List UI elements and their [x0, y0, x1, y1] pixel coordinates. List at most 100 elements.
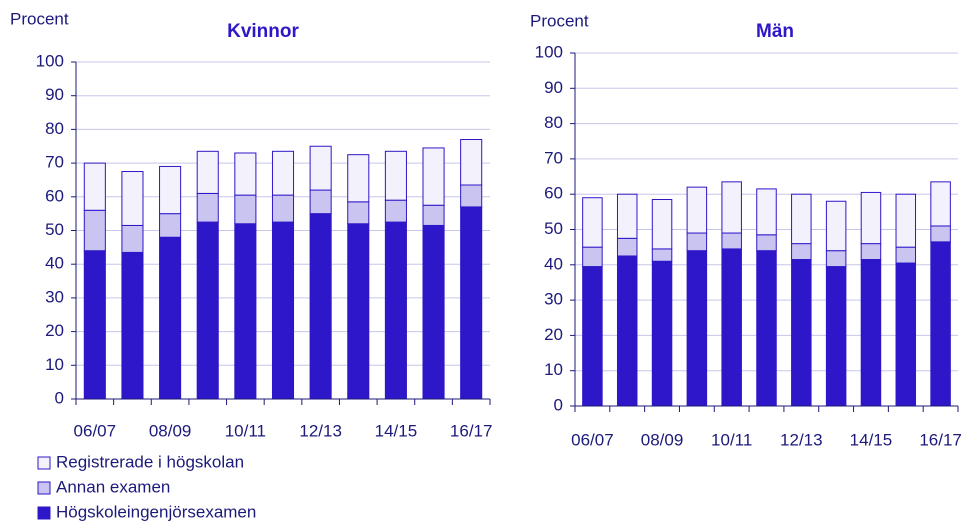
chart-title: Män: [756, 21, 794, 42]
bar-segment: [121, 224, 144, 253]
legend-label: Annan examen: [56, 477, 170, 496]
bar-segment: [309, 145, 332, 191]
bar-segment: [651, 248, 673, 262]
y-tick-label: 10: [45, 355, 64, 374]
bar-segment: [860, 243, 882, 261]
x-tick-label: 10/11: [225, 421, 266, 440]
bar-segment: [930, 241, 951, 407]
y-tick-label: 100: [535, 42, 563, 61]
bar-segment: [83, 209, 106, 252]
bar-segment: [309, 189, 332, 215]
y-axis-label: Procent: [530, 11, 589, 30]
chart-title: Kvinnor: [227, 21, 299, 42]
y-tick-label: 60: [544, 184, 563, 203]
bar-segment: [460, 206, 483, 400]
bar-segment: [347, 154, 370, 203]
bar-segment: [791, 259, 812, 407]
bar-segment: [234, 194, 257, 225]
x-tick-label: 10/11: [711, 430, 752, 449]
y-tick-label: 70: [544, 148, 563, 167]
bar-segment: [422, 204, 445, 226]
y-tick-label: 60: [45, 186, 64, 205]
bar-segment: [384, 150, 407, 201]
bar-segment: [651, 260, 673, 407]
bar-segment: [860, 259, 882, 407]
bar-segment: [582, 266, 603, 407]
bar-segment: [721, 232, 742, 250]
x-tick-label: 16/17: [450, 421, 493, 440]
bar-segment: [825, 200, 847, 252]
bar-segment: [121, 251, 144, 400]
bar-segment: [422, 147, 445, 206]
bar-segment: [686, 232, 708, 252]
x-tick-label: 14/15: [375, 421, 418, 440]
bar-segment: [860, 191, 882, 245]
bar-segment: [756, 234, 777, 252]
x-tick-label: 08/09: [641, 430, 684, 449]
y-tick-label: 30: [544, 290, 563, 309]
bar-segment: [582, 197, 603, 248]
bar-segment: [825, 250, 847, 268]
bar-segment: [83, 250, 106, 400]
bar-segment: [930, 225, 951, 243]
bar-segment: [651, 198, 673, 250]
legend-label: Högskoleingenjörsexamen: [56, 502, 256, 521]
bar-segment: [234, 223, 257, 400]
y-tick-label: 50: [45, 220, 64, 239]
bar-segment: [347, 201, 370, 225]
bar-segment: [791, 193, 812, 245]
x-tick-label: 16/17: [919, 430, 962, 449]
y-tick-label: 20: [45, 321, 64, 340]
bar-segment: [196, 150, 219, 194]
bar-segment: [159, 165, 182, 215]
bar-segment: [196, 221, 219, 400]
bar-segment: [271, 150, 295, 196]
y-tick-label: 40: [45, 254, 64, 273]
bar-segment: [791, 243, 812, 261]
bar-segment: [686, 250, 708, 407]
bar-segment: [825, 266, 847, 407]
bar-segment: [234, 152, 257, 196]
bar-segment: [309, 213, 332, 400]
bar-segment: [384, 221, 407, 400]
bar-segment: [616, 255, 638, 407]
bar-segment: [422, 224, 445, 400]
bar-segment: [271, 221, 295, 400]
y-tick-label: 90: [45, 85, 64, 104]
x-tick-label: 12/13: [780, 430, 823, 449]
x-tick-label: 14/15: [850, 430, 893, 449]
y-tick-label: 0: [554, 395, 563, 414]
y-axis-label: Procent: [10, 9, 69, 28]
y-tick-label: 10: [544, 360, 563, 379]
y-tick-label: 50: [544, 219, 563, 238]
legend-swatch: [37, 506, 51, 520]
bar-segment: [756, 188, 777, 236]
bar-segment: [83, 162, 106, 211]
y-tick-label: 100: [36, 51, 64, 70]
bar-segment: [616, 193, 638, 239]
bar-segment: [721, 248, 742, 407]
bar-segment: [460, 139, 483, 186]
y-tick-label: 80: [45, 119, 64, 138]
y-tick-label: 80: [544, 113, 563, 132]
bar-segment: [384, 199, 407, 223]
y-tick-label: 0: [55, 388, 64, 407]
bar-segment: [159, 213, 182, 238]
y-tick-label: 30: [45, 287, 64, 306]
bar-segment: [895, 246, 917, 264]
x-tick-label: 12/13: [299, 421, 342, 440]
legend-swatch: [37, 481, 51, 495]
y-tick-label: 90: [544, 78, 563, 97]
bar-segment: [895, 193, 917, 248]
bar-segment: [895, 262, 917, 407]
legend-swatch: [37, 456, 51, 470]
bar-segment: [616, 237, 638, 257]
bar-segment: [460, 184, 483, 208]
bar-segment: [196, 192, 219, 223]
bar-segment: [686, 186, 708, 234]
bar-segment: [721, 181, 742, 234]
y-tick-label: 70: [45, 153, 64, 172]
bar-segment: [121, 171, 144, 226]
x-tick-label: 06/07: [74, 421, 117, 440]
